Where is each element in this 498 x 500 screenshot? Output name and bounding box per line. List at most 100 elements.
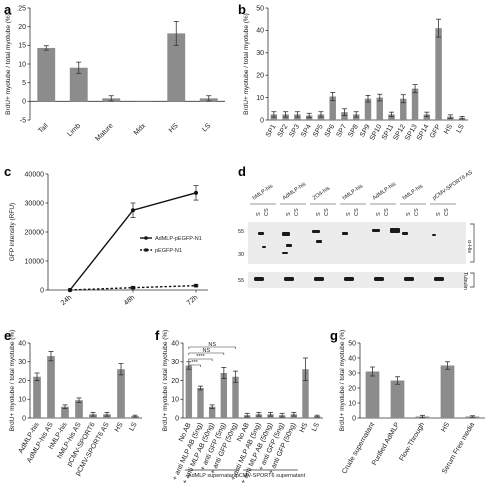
- y-tick-label-e: 30: [18, 359, 26, 366]
- bar-b: [435, 28, 442, 120]
- blot-sublane-label: CS: [264, 208, 270, 216]
- blot-band: [286, 244, 292, 247]
- blot-sublane-label: S: [256, 212, 262, 216]
- blot-lane-label: AdMLP-his: [282, 181, 308, 201]
- point-c: [194, 190, 198, 195]
- blot-sublane-label: S: [346, 212, 352, 216]
- tubulin-band: [434, 277, 444, 281]
- y-tick-label-g: 0: [352, 415, 356, 422]
- y-tick-label-g: 10: [348, 400, 356, 407]
- group-label: AdMLP supernatant: [188, 473, 237, 479]
- blot-band: [258, 232, 264, 235]
- y-tick-label-c: 20000: [25, 229, 45, 236]
- y-tick-label-a: 0: [22, 99, 26, 106]
- blot-bracket-tub: [470, 272, 475, 288]
- blot-lane-label: AdMLP-his: [372, 181, 398, 201]
- bar-b: [423, 114, 431, 120]
- blot-lane-label: hMLP-his: [252, 183, 275, 201]
- bar-f: [302, 369, 309, 418]
- bar-e: [75, 400, 83, 418]
- bar-a: [37, 47, 56, 102]
- blot-band: [316, 240, 322, 243]
- y-axis-label-g: BrdU+ myotube / total myotube (%): [339, 330, 346, 432]
- legend-label-c: pEGFP-N1: [155, 248, 182, 254]
- category-label-a: LS: [201, 122, 212, 133]
- category-label-g: Flow-Through: [399, 421, 427, 462]
- significance-label: NS: [203, 348, 211, 354]
- y-tick-label-b: 40: [256, 28, 264, 35]
- y-tick-label-a: 5: [22, 80, 26, 87]
- bar-f: [197, 388, 204, 418]
- bar-e: [117, 369, 125, 418]
- bar-b: [329, 96, 336, 120]
- y-tick-label-b: 10: [256, 95, 264, 102]
- blot-lane-label: ZO4-his: [312, 185, 332, 201]
- bar-b: [388, 114, 395, 120]
- legend-label-c: AdMLP-pEGFP-N1: [155, 236, 202, 242]
- bar-g: [365, 371, 380, 418]
- mw-marker-55-tub: 55: [238, 278, 244, 284]
- category-label-b: SP6: [324, 123, 337, 138]
- blot-lane-label: hMLP-his: [402, 183, 425, 201]
- y-tick-label-f: 0: [175, 415, 179, 422]
- blot-sublane-label: S: [286, 212, 292, 216]
- y-tick-label-a: 20: [18, 24, 26, 31]
- legend-marker-c: [144, 248, 148, 252]
- blot-sublane-label: S: [406, 212, 412, 216]
- blot-main-strip: [248, 222, 466, 264]
- panel-letter-a: a: [4, 2, 12, 17]
- bar-f: [208, 406, 216, 418]
- bar-b: [400, 98, 407, 120]
- category-label-a: Mdx: [133, 122, 148, 137]
- blot-label-tubulin: Tubulin: [462, 272, 468, 290]
- y-tick-label-c: 40000: [25, 171, 45, 178]
- blot-band: [372, 229, 380, 232]
- point-c: [131, 285, 135, 290]
- group-label: pCMV-SPORT6 supernatant: [236, 473, 306, 479]
- y-tick-label-g: 40: [348, 355, 356, 362]
- chart-a: -5 0 5 10 15 20 25 BrdU+ myotube / total myotub…: [5, 5, 225, 143]
- panel-letter-d: d: [238, 164, 246, 179]
- blot-band: [282, 252, 288, 254]
- y-tick-label-a: 15: [18, 43, 26, 50]
- bar-b: [411, 88, 419, 120]
- tubulin-band: [344, 277, 354, 281]
- significance-label: NS: [208, 342, 216, 348]
- category-label-b: SP3: [288, 123, 301, 138]
- category-label-a: Limb: [66, 122, 82, 138]
- y-axis-label-a: BrdU+ myotube / total myotube (%): [5, 13, 12, 115]
- y-tick-label-b: 20: [256, 73, 264, 80]
- category-label-e: HS: [114, 421, 125, 433]
- y-tick-label-b: 30: [256, 50, 264, 57]
- blot-band: [262, 246, 266, 248]
- blot-bracket-his: [470, 223, 475, 263]
- y-tick-label-e: 40: [18, 340, 26, 347]
- y-tick-label-f: 30: [171, 359, 179, 366]
- category-label-b: LS: [456, 123, 467, 134]
- category-label-g: Purified AdMLP: [371, 421, 401, 467]
- blot-sublane-label: CS: [414, 208, 420, 216]
- y-tick-label-c: 0: [40, 287, 44, 294]
- legend-marker-c: [144, 236, 148, 240]
- y-tick-label-g: 50: [348, 340, 356, 347]
- blot-sublane-label: S: [376, 212, 382, 216]
- y-tick-label-g: 20: [348, 385, 356, 392]
- y-tick-label-c: 10000: [25, 258, 45, 265]
- bar-a: [167, 33, 186, 102]
- panel-letter-e: e: [4, 328, 11, 343]
- y-tick-label-e: 20: [18, 378, 26, 385]
- chart-c: 0 10000 20000 30000 40000 GFP intensity (RFU)…: [9, 171, 208, 307]
- blot-bands: [254, 228, 444, 281]
- bar-f: [220, 373, 228, 418]
- blot-sublane-label: CS: [384, 208, 390, 216]
- tubulin-band: [314, 277, 324, 281]
- category-label-g: HS: [440, 421, 451, 433]
- point-c: [194, 283, 198, 288]
- tubulin-band: [404, 277, 414, 281]
- y-axis-label-b: BrdU+ myotube / total myotube (%): [243, 13, 250, 115]
- category-label-b: SP2: [277, 123, 290, 138]
- bar-b: [364, 98, 372, 120]
- y-axis-label-f: BrdU+ myotube / total myotube (%): [162, 330, 169, 432]
